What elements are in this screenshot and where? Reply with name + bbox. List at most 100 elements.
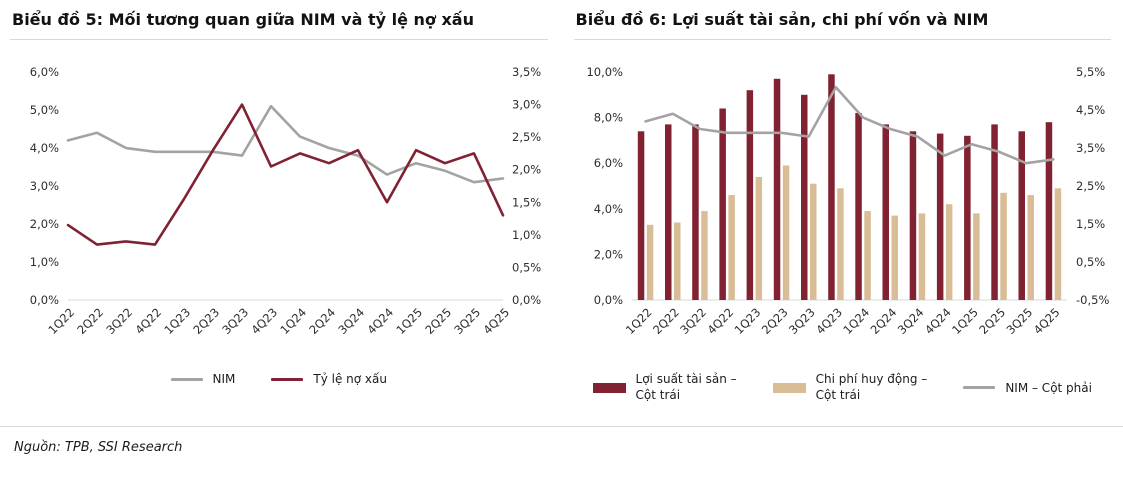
chart6-panel: Biểu đồ 6: Lợi suất tài sản, chi phí vốn…	[573, 8, 1112, 403]
bar-series0-3Q22	[691, 124, 699, 301]
bar-series0-4Q25	[1045, 122, 1052, 300]
x-axis-label: 4Q24	[364, 305, 396, 337]
bar-series0-1Q23	[746, 90, 753, 300]
legend-item-npl: Tỷ lệ nợ xấu	[271, 372, 387, 386]
x-axis-label: 4Q23	[248, 305, 280, 337]
x-axis-label: 3Q25	[1003, 305, 1035, 337]
left-axis-tick-label: 2,0%	[593, 247, 622, 261]
legend-item-funding-cost: Chi phí huy động – Cột trái	[772, 372, 928, 403]
x-axis-label: 3Q24	[335, 305, 367, 337]
line-series-0	[66, 104, 505, 184]
chart5-plot: 0,0% 1,0% 2,0% 3,0% 4,0% 5,0% 6,0% 0,0% 0,5% 1,0%…	[30, 65, 542, 337]
left-axis-tick-label: 4,0%	[30, 141, 59, 155]
line-series-0	[643, 85, 1055, 165]
x-axis-label: 2Q22	[650, 305, 682, 337]
bar-series0-1Q24	[854, 113, 862, 300]
x-axis-label: 1Q23	[161, 305, 193, 337]
x-axis-label: 2Q22	[74, 305, 106, 337]
legend-label-line: Chi phí huy động –	[815, 372, 928, 386]
right-axis-tick-label: 4,5%	[1076, 103, 1105, 117]
left-axis-tick-label: 2,0%	[30, 217, 59, 231]
bar-series1-3Q24	[918, 213, 925, 300]
right-axis-tick-label: 2,5%	[1076, 179, 1105, 193]
bar-series1-4Q25	[1054, 188, 1061, 300]
left-axis-tick-label: 1,0%	[30, 255, 59, 269]
x-axis-label: 3Q23	[219, 305, 251, 337]
left-axis-tick-label: 0,0%	[593, 293, 622, 307]
x-axis-label: 2Q25	[976, 305, 1008, 337]
nim-line-swatch	[170, 377, 203, 381]
x-axis-label: 2Q24	[306, 305, 338, 337]
bar-series0-3Q25	[1018, 131, 1025, 300]
x-axis-label: 1Q22	[622, 305, 654, 337]
left-axis-tick-label: 6,0%	[593, 156, 622, 170]
x-axis-label: 4Q22	[132, 305, 164, 337]
asset-yield-swatch	[592, 382, 626, 393]
x-axis-label: 3Q24	[894, 305, 926, 337]
bar-series1-3Q23	[809, 183, 816, 300]
bar-series0-4Q23	[827, 74, 835, 300]
right-axis-tick-label: 0,5%	[512, 260, 541, 274]
right-axis-tick-label: 3,0%	[512, 98, 541, 112]
bar-series0-1Q22	[637, 131, 644, 300]
x-axis-label: 1Q24	[840, 305, 872, 337]
chart5-title: Biểu đồ 5: Mối tương quan giữa NIM và tỷ…	[10, 8, 548, 40]
bar-series0-2Q25	[990, 124, 998, 301]
legend-item-nim-right: NIM – Cột phải	[963, 381, 1092, 395]
left-axis-tick-label: 8,0%	[593, 111, 622, 125]
legend-label-funding-cost: Chi phí huy động – Cột trái	[816, 372, 928, 403]
footer-divider: Nguồn: TPB, SSI Research	[0, 426, 1123, 455]
left-axis-tick-label: 0,0%	[30, 293, 59, 307]
left-axis-tick-label: 5,0%	[30, 103, 59, 117]
x-axis-label: 2Q23	[190, 305, 222, 337]
bar-series0-2Q23	[773, 78, 780, 300]
right-axis-tick-label: 1,0%	[512, 228, 541, 242]
right-axis-tick-label: 0,0%	[512, 293, 541, 307]
bar-series1-2Q24	[891, 215, 898, 300]
chart6-title: Biểu đồ 6: Lợi suất tài sản, chi phí vốn…	[573, 8, 1111, 40]
x-axis-label: 3Q22	[103, 305, 135, 337]
bar-series1-1Q23	[755, 176, 762, 300]
legend-label-nim-right: NIM – Cột phải	[1005, 380, 1092, 395]
nim-line-swatch	[963, 386, 996, 390]
bar-series0-3Q23	[800, 94, 807, 300]
right-axis-tick-label: 2,5%	[512, 130, 541, 144]
x-axis-label: 2Q24	[867, 305, 899, 337]
funding-cost-swatch	[772, 382, 806, 393]
x-axis-label: 3Q22	[677, 305, 709, 337]
chart6-plot: 0,0% 2,0% 4,0% 6,0% 8,0% 10,0% -0,5% 0,5% 1,5% 2,…	[586, 65, 1109, 337]
right-axis-tick-label: 5,5%	[1076, 65, 1105, 79]
legend-label-npl: Tỷ lệ nợ xấu	[313, 372, 387, 386]
bar-series1-1Q24	[863, 211, 871, 300]
right-axis-tick-label: 2,0%	[512, 163, 541, 177]
x-axis-label: 4Q23	[813, 305, 845, 337]
right-axis-tick-label: 1,5%	[512, 195, 541, 209]
x-axis-label: 1Q24	[277, 305, 309, 337]
source-note: Nguồn: TPB, SSI Research	[14, 440, 183, 455]
bar-series0-3Q24	[909, 131, 916, 300]
chart6-legend: Lợi suất tài sản – Cột trái Chi phí huy …	[574, 372, 1112, 403]
left-axis-tick-label: 3,0%	[30, 179, 59, 193]
bar-series1-1Q22	[646, 224, 653, 300]
bar-series0-2Q22	[664, 124, 671, 301]
right-axis-tick-label: 1,5%	[1076, 217, 1105, 231]
x-axis-label: 2Q25	[422, 305, 454, 337]
line-series-1	[66, 103, 505, 246]
left-axis-tick-label: 4,0%	[593, 202, 622, 216]
legend-label-asset-yield: Lợi suất tài sản – Cột trái	[636, 372, 737, 403]
chart5-panel: Biểu đồ 5: Mối tương quan giữa NIM và tỷ…	[10, 8, 548, 403]
bar-series0-2Q24	[882, 124, 889, 301]
right-axis-tick-label: 0,5%	[1076, 255, 1105, 269]
bar-series1-2Q22	[673, 222, 680, 300]
bar-series1-1Q25	[972, 213, 980, 300]
bar-series1-3Q22	[700, 211, 708, 300]
legend-label-line: Cột trái	[635, 387, 681, 402]
legend-label-nim: NIM	[212, 372, 236, 386]
right-axis-tick-label: 3,5%	[1076, 141, 1105, 155]
legend-item-asset-yield: Lợi suất tài sản – Cột trái	[592, 372, 737, 403]
left-axis-tick-label: 10,0%	[586, 65, 623, 79]
bar-series0-1Q25	[963, 135, 971, 300]
charts-row: Biểu đồ 5: Mối tương quan giữa NIM và tỷ…	[10, 8, 1112, 403]
legend-item-nim: NIM	[170, 372, 236, 386]
